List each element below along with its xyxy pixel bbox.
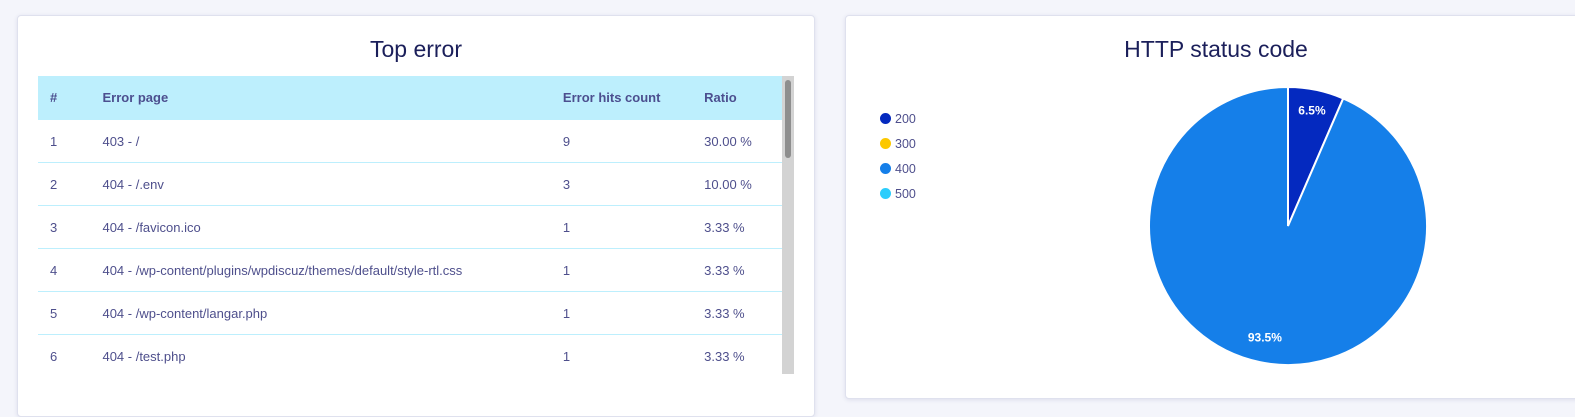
pie-chart: 6.5% 93.5% bbox=[1148, 85, 1428, 366]
legend-item[interactable]: 400 bbox=[880, 156, 916, 181]
column-header[interactable]: Error hits count bbox=[550, 76, 693, 120]
legend-item[interactable]: 500 bbox=[880, 181, 916, 206]
legend-label: 500 bbox=[895, 186, 916, 201]
legend-marker bbox=[880, 188, 891, 199]
table-cell: 4 bbox=[38, 248, 91, 292]
top-error-card: Top error # Error page Error hits count Rat… bbox=[17, 15, 815, 417]
column-header[interactable]: # bbox=[38, 76, 91, 120]
column-header[interactable]: Ratio bbox=[692, 76, 782, 120]
legend-marker bbox=[880, 138, 891, 149]
table-cell: 1 bbox=[550, 291, 693, 335]
top-error-table-container: # Error page Error hits count Ratio 1 403 - … bbox=[38, 76, 794, 374]
table-cell: 404 - /wp-content/langar.php bbox=[90, 291, 551, 335]
scrollbar[interactable] bbox=[782, 76, 794, 374]
table-cell: 30.00 % bbox=[692, 119, 782, 163]
legend-marker bbox=[880, 163, 891, 174]
table-cell: 403 - / bbox=[90, 119, 551, 163]
table-cell: 1 bbox=[550, 248, 693, 292]
legend-item[interactable]: 300 bbox=[880, 131, 916, 156]
http-status-title: HTTP status code bbox=[1124, 36, 1308, 62]
table-cell: 6 bbox=[38, 334, 91, 374]
legend-item[interactable]: 200 bbox=[880, 106, 916, 131]
http-status-card: HTTP status code 200 300 400 500 6.5% 93.5% bbox=[845, 15, 1575, 399]
legend-label: 300 bbox=[895, 136, 916, 151]
scrollbar-thumb[interactable] bbox=[785, 80, 791, 158]
top-error-title: Top error bbox=[369, 36, 463, 62]
pie-data-label: 6.5% bbox=[1298, 103, 1326, 117]
pie-data-label: 93.5% bbox=[1248, 331, 1282, 345]
table-cell: 404 - /wp-content/plugins/wpdiscuz/theme… bbox=[90, 248, 551, 292]
table-cell: 3.33 % bbox=[692, 248, 782, 292]
column-header[interactable]: Error page bbox=[90, 76, 551, 120]
table-cell: 10.00 % bbox=[692, 162, 782, 206]
table-cell: 3 bbox=[38, 205, 91, 249]
table-cell: 3.33 % bbox=[692, 205, 782, 249]
table-cell: 9 bbox=[550, 119, 693, 163]
table-row: 1 403 - /9 30.00 % bbox=[38, 119, 782, 163]
top-error-table: # Error page Error hits count Ratio 1 403 - … bbox=[38, 76, 782, 374]
table-cell: 3 bbox=[550, 162, 693, 206]
legend-label: 400 bbox=[895, 161, 916, 176]
table-cell: 3.33 % bbox=[692, 334, 782, 374]
table-cell: 1 bbox=[550, 334, 693, 374]
table-cell: 2 bbox=[38, 162, 91, 206]
table-row: 2 404 - /.env 3 10.00 % bbox=[38, 162, 782, 206]
table-cell: 404 - /favicon.ico bbox=[90, 205, 551, 249]
table-cell: 3.33 % bbox=[692, 291, 782, 335]
pie-slice-400[interactable] bbox=[1148, 85, 1428, 366]
table-row: 4 404 - /wp-content/plugins/wpdiscuz/them… bbox=[38, 248, 782, 292]
chart-legend: 200 300 400 500 bbox=[880, 106, 916, 206]
table-row: 6 404 - /test.php 1 3.33 % bbox=[38, 334, 782, 374]
table-cell: 5 bbox=[38, 291, 91, 335]
table-cell: 1 bbox=[38, 119, 91, 163]
table-row: 3 404 - /favicon.ico 1 3.33 % bbox=[38, 205, 782, 249]
table-row: 5 404 - /wp-content/langar.php 1 3.33 % bbox=[38, 291, 782, 335]
table-cell: 1 bbox=[550, 205, 693, 249]
legend-marker bbox=[880, 113, 891, 124]
table-cell: 404 - /test.php bbox=[90, 334, 551, 374]
legend-label: 200 bbox=[895, 111, 916, 126]
table-cell: 404 - /.env bbox=[90, 162, 551, 206]
